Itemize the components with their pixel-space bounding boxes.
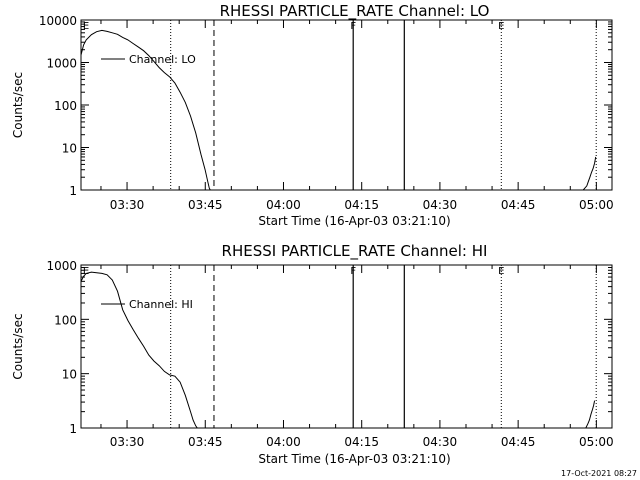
plot-frame bbox=[80, 264, 613, 429]
legend-label: Channel: HI bbox=[129, 298, 193, 311]
x-tick-label: 04:30 bbox=[423, 198, 458, 212]
event-marker-label: F bbox=[350, 266, 356, 277]
y-tick-label: 1 bbox=[69, 184, 77, 198]
x-tick-label: 03:45 bbox=[188, 435, 223, 449]
y-tick-label: 100 bbox=[54, 99, 77, 113]
x-tick-label: 04:15 bbox=[344, 198, 379, 212]
y-tick-label: 10000 bbox=[39, 14, 77, 28]
data-line-tail bbox=[582, 156, 597, 190]
y-axis-label: Counts/sec bbox=[11, 313, 25, 379]
y-tick-label: 10 bbox=[62, 368, 77, 382]
panel-hi-channel: RHESSI PARTICLE_RATE Channel: HI 03:30 03:… bbox=[11, 242, 614, 466]
chart-title: RHESSI PARTICLE_RATE Channel: HI bbox=[222, 242, 488, 261]
y-tick-label: 100 bbox=[54, 313, 77, 327]
data-line bbox=[81, 29, 211, 190]
x-tick-label: 03:30 bbox=[110, 198, 145, 212]
event-marker-label: E bbox=[498, 21, 504, 32]
x-axis-label: Start Time (16-Apr-03 03:21:10) bbox=[258, 214, 450, 228]
data-line-tail bbox=[585, 400, 596, 428]
data-line bbox=[81, 271, 198, 428]
y-axis-label: Counts/sec bbox=[11, 72, 25, 138]
corner-marker-label: E bbox=[83, 21, 89, 32]
event-marker-label: E bbox=[498, 266, 504, 277]
x-tick-label: 03:45 bbox=[188, 198, 223, 212]
x-tick-label: 05:00 bbox=[579, 198, 614, 212]
x-tick-label: 04:30 bbox=[423, 435, 458, 449]
plot-frame bbox=[80, 19, 613, 191]
x-tick-label: 04:45 bbox=[501, 198, 536, 212]
y-tick-label: 10 bbox=[62, 142, 77, 156]
x-tick-label: 04:00 bbox=[266, 435, 301, 449]
legend-label: Channel: LO bbox=[129, 53, 196, 66]
y-tick-label: 1000 bbox=[46, 259, 77, 273]
y-tick-label: 1 bbox=[69, 422, 77, 436]
x-tick-label: 04:15 bbox=[344, 435, 379, 449]
x-tick-label: 03:30 bbox=[110, 435, 145, 449]
x-tick-label: 05:00 bbox=[579, 435, 614, 449]
x-axis-label: Start Time (16-Apr-03 03:21:10) bbox=[258, 452, 450, 466]
x-tick-label: 04:45 bbox=[501, 435, 536, 449]
footer-timestamp: 17-Oct-2021 08:27 bbox=[561, 469, 637, 478]
chart-title: RHESSI PARTICLE_RATE Channel: LO bbox=[220, 2, 490, 21]
corner-marker-label: E bbox=[83, 266, 89, 277]
panel-lo-channel: RHESSI PARTICLE_RATE Channel: LO 03:30 03:… bbox=[11, 2, 614, 228]
x-tick-label: 04:00 bbox=[266, 198, 301, 212]
event-marker-label: F bbox=[350, 21, 356, 32]
y-tick-label: 1000 bbox=[46, 57, 77, 71]
